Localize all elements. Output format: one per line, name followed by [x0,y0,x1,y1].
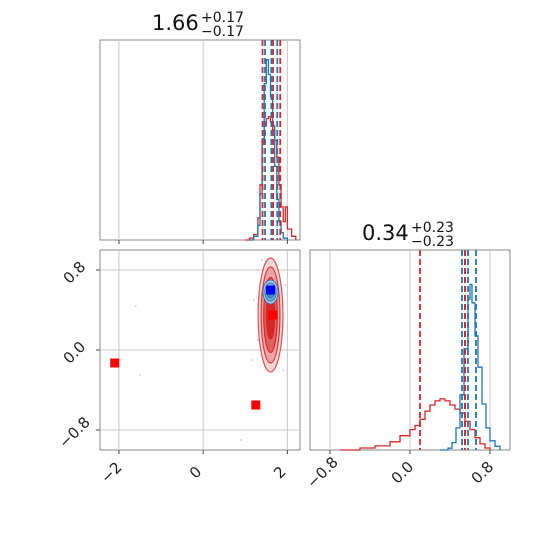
marginal-2-tick-label-0: −0.8 [303,453,341,491]
marginal-1-panel [99,39,301,244]
joint-panel [96,249,301,454]
y-tick-label-0: −0.8 [55,413,93,451]
joint-sample-point-10 [256,269,259,271]
marginal-1-frame [99,39,301,241]
joint-sample-point-6 [282,369,285,371]
y-tick-label-2: 0.8 [60,258,90,288]
joint-sample-point-4 [256,339,259,341]
x-tick-label-1: 0 [186,463,205,482]
marginal-2-tick-label-1: 0.0 [388,458,418,488]
marginal-2-hist-red [340,398,491,451]
joint-red-marker-0 [110,358,120,368]
title-1-plus: +0.17 [201,10,244,26]
marginal-2-tick-label-2: 0.8 [468,458,498,488]
joint-red-marker-2 [268,310,278,320]
joint-red-marker-1 [251,400,261,410]
joint-sample-point-7 [261,259,264,261]
title-1-minus: −0.17 [201,24,244,40]
x-tick-label-0: −2 [97,458,125,486]
joint-sample-point-5 [284,284,287,286]
title-2-value: 0.34 [362,221,409,245]
title-1-value: 1.66 [152,11,199,35]
joint-sample-point-9 [250,359,253,361]
title-param-2: 0.34 +0.23 −0.23 [362,220,454,250]
title-2-minus: −0.23 [411,234,454,250]
marginal-2-panel [309,249,511,454]
marginal-2-hist-blue [440,283,501,451]
title-2-plus: +0.23 [411,220,454,236]
y-tick-label-1: 0.0 [60,338,90,368]
joint-sample-point-0 [134,305,137,307]
joint-sample-point-1 [139,374,141,376]
title-param-1: 1.66 +0.17 −0.17 [152,10,244,40]
joint-sample-point-3 [252,299,255,301]
x-tick-label-2: 2 [270,463,289,482]
joint-blue-marker [266,285,276,295]
joint-sample-point-2 [240,439,242,441]
